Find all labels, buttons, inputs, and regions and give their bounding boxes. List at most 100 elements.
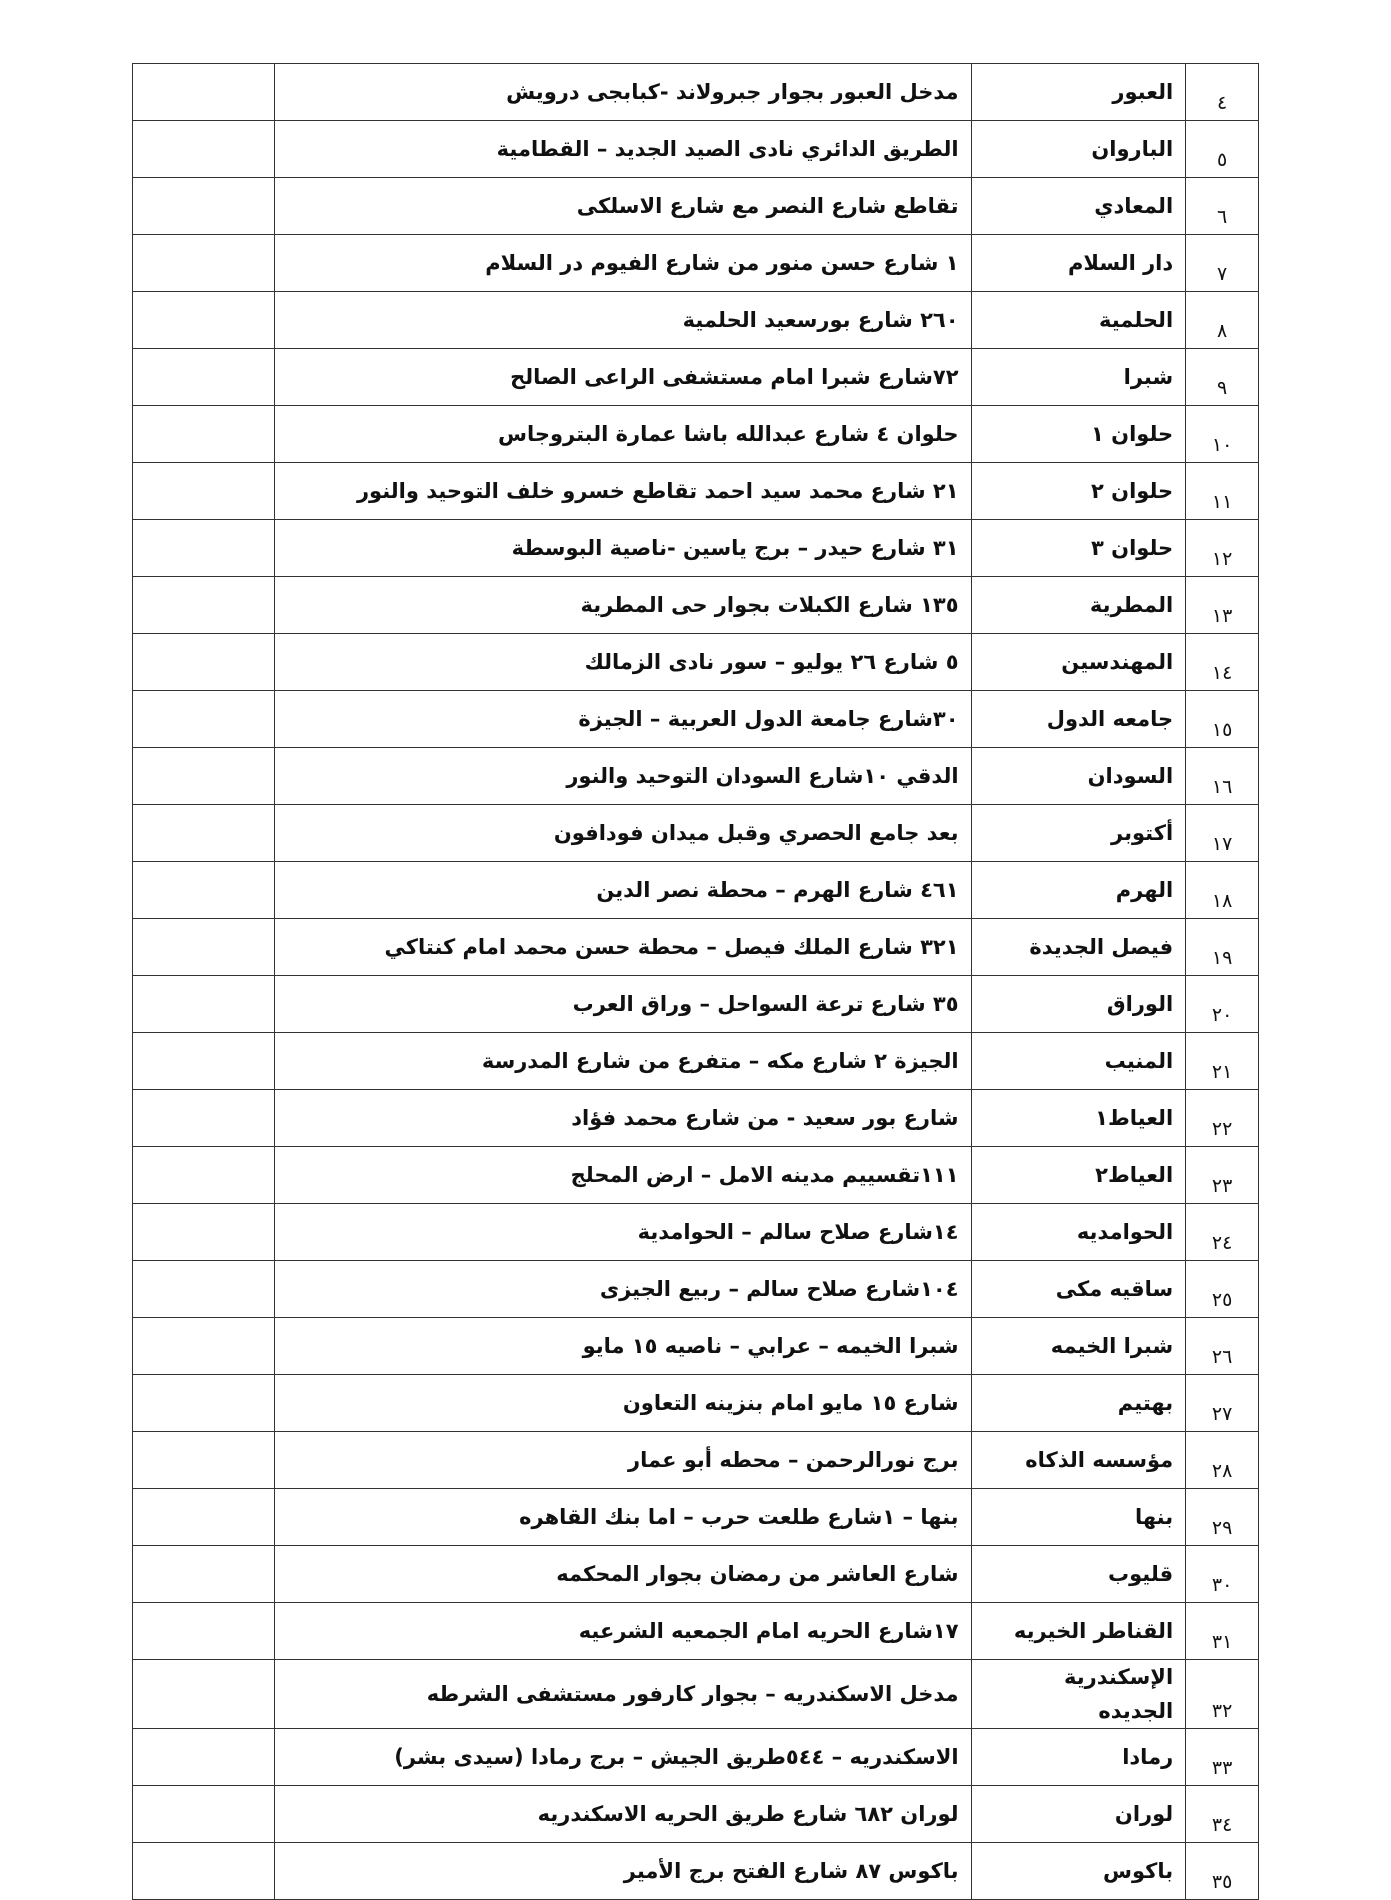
row-number: ٢٠	[1185, 975, 1259, 1033]
branch-address: ١٣٥ شارع الكبلات بجوار حى المطرية	[274, 576, 972, 634]
table-row: ٣٥ باكوس باكوس ٨٧ شارع الفتح برج الأمير	[131, 1842, 1259, 1900]
branch-name: القناطر الخيريه	[970, 1602, 1187, 1660]
branch-address: باكوس ٨٧ شارع الفتح برج الأمير	[274, 1842, 972, 1900]
branch-address: مدخل العبور بجوار جبرولاند -كبابجى درويش	[274, 63, 972, 121]
branch-name: رمادا	[970, 1728, 1187, 1786]
branch-address: شارع بور سعيد - من شارع محمد فؤاد	[274, 1089, 972, 1147]
table-row: ١١ حلوان ٢ ٢١ شارع محمد سيد احمد تقاطع خسر…	[131, 462, 1259, 520]
row-number: ٢٦	[1185, 1317, 1259, 1375]
empty-cell	[131, 1602, 276, 1660]
empty-cell	[131, 63, 276, 121]
empty-cell	[131, 405, 276, 463]
branch-name: جامعه الدول	[970, 690, 1187, 748]
empty-cell	[131, 633, 276, 691]
row-number: ١٨	[1185, 861, 1259, 919]
row-number: ٣٠	[1185, 1545, 1259, 1603]
branch-name: المطرية	[970, 576, 1187, 634]
table-row: ٩ شبرا ٧٢شارع شبرا امام مستشفى الراعى الصا…	[131, 348, 1259, 406]
branch-address: برج نورالرحمن – محطه أبو عمار	[274, 1431, 972, 1489]
table-row: ٢٩ بنها بنها – ١شارع طلعت حرب – اما بنك ال…	[131, 1488, 1259, 1546]
branch-name: الحوامديه	[970, 1203, 1187, 1261]
branch-name: حلوان ١	[970, 405, 1187, 463]
branch-table: ٤ العبور مدخل العبور بجوار جبرولاند -كبابج…	[131, 63, 1259, 1900]
branch-name: العياط١	[970, 1089, 1187, 1147]
empty-cell	[131, 1032, 276, 1090]
branch-address: بعد جامع الحصري وقبل ميدان فودافون	[274, 804, 972, 862]
empty-cell	[131, 1728, 276, 1786]
row-number: ٣٤	[1185, 1785, 1259, 1843]
table-row: ١٧ أكتوبر بعد جامع الحصري وقبل ميدان فوداف…	[131, 804, 1259, 862]
table-row: ٨ الحلمية ٢٦٠ شارع بورسعيد الحلمية	[131, 291, 1259, 349]
empty-cell	[131, 1089, 276, 1147]
empty-cell	[131, 747, 276, 805]
row-number: ٩	[1185, 348, 1259, 406]
branch-name: قليوب	[970, 1545, 1187, 1603]
table-row: ٢٤ الحوامديه ١٤شارع صلاح سالم – الحوامدية	[131, 1203, 1259, 1261]
branch-address: ١٤شارع صلاح سالم – الحوامدية	[274, 1203, 972, 1261]
branch-address: ٧٢شارع شبرا امام مستشفى الراعى الصالح	[274, 348, 972, 406]
empty-cell	[131, 1374, 276, 1432]
table-row: ١٦ السودان الدقي ١٠شارع السودان التوحيد وا…	[131, 747, 1259, 805]
branch-address: ١١١تقسييم مدينه الامل – ارض المحلج	[274, 1146, 972, 1204]
table-row: ٣٤ لوران لوران ٦٨٢ شارع طريق الحريه الاسكن…	[131, 1785, 1259, 1843]
empty-cell	[131, 348, 276, 406]
empty-cell	[131, 576, 276, 634]
row-number: ٣٣	[1185, 1728, 1259, 1786]
row-number: ٢٥	[1185, 1260, 1259, 1318]
row-number: ٢٤	[1185, 1203, 1259, 1261]
branch-address: بنها – ١شارع طلعت حرب – اما بنك القاهره	[274, 1488, 972, 1546]
row-number: ٥	[1185, 120, 1259, 178]
empty-cell	[131, 804, 276, 862]
branch-address: ٣٢١ شارع الملك فيصل – محطة حسن محمد امام…	[274, 918, 972, 976]
row-number: ٢٧	[1185, 1374, 1259, 1432]
branch-address: ١٠٤شارع صلاح سالم – ربيع الجيزى	[274, 1260, 972, 1318]
branch-name: حلوان ٢	[970, 462, 1187, 520]
branch-name: أكتوبر	[970, 804, 1187, 862]
row-number: ٤	[1185, 63, 1259, 121]
branch-address: الاسكندريه – ٥٤٤طريق الجيش – برج رمادا (…	[274, 1728, 972, 1786]
branch-name: مؤسسه الذكاه	[970, 1431, 1187, 1489]
empty-cell	[131, 291, 276, 349]
branch-address: شبرا الخيمه – عرابي – ناصيه ١٥ مايو	[274, 1317, 972, 1375]
branch-name: دار السلام	[970, 234, 1187, 292]
branch-name: الهرم	[970, 861, 1187, 919]
branch-name: لوران	[970, 1785, 1187, 1843]
page: ٤ العبور مدخل العبور بجوار جبرولاند -كبابج…	[131, 63, 1259, 1900]
table-row: ٢٣ العياط٢ ١١١تقسييم مدينه الامل – ارض الم…	[131, 1146, 1259, 1204]
empty-cell	[131, 1431, 276, 1489]
table-row: ٢٥ ساقيه مكى ١٠٤شارع صلاح سالم – ربيع الجي…	[131, 1260, 1259, 1318]
table-row: ١٢ حلوان ٣ ٣١ شارع حيدر – برج ياسين -ناصية…	[131, 519, 1259, 577]
empty-cell	[131, 861, 276, 919]
row-number: ٢٢	[1185, 1089, 1259, 1147]
empty-cell	[131, 1842, 276, 1900]
branch-address: لوران ٦٨٢ شارع طريق الحريه الاسكندريه	[274, 1785, 972, 1843]
branch-address: شارع ١٥ مايو امام بنزينه التعاون	[274, 1374, 972, 1432]
branch-address: ٥ شارع ٢٦ يوليو – سور نادى الزمالك	[274, 633, 972, 691]
branch-name: العبور	[970, 63, 1187, 121]
empty-cell	[131, 1146, 276, 1204]
row-number: ١٣	[1185, 576, 1259, 634]
row-number: ٧	[1185, 234, 1259, 292]
empty-cell	[131, 234, 276, 292]
table-row: ١٩ فيصل الجديدة ٣٢١ شارع الملك فيصل – محطة…	[131, 918, 1259, 976]
empty-cell	[131, 1203, 276, 1261]
branch-name: بهتيم	[970, 1374, 1187, 1432]
branch-name: العياط٢	[970, 1146, 1187, 1204]
table-row: ٢٨ مؤسسه الذكاه برج نورالرحمن – محطه أبو ع…	[131, 1431, 1259, 1489]
row-number: ١٩	[1185, 918, 1259, 976]
branch-address: حلوان ٤ شارع عبدالله باشا عمارة البتروجا…	[274, 405, 972, 463]
row-number: ١٧	[1185, 804, 1259, 862]
row-number: ٣٥	[1185, 1842, 1259, 1900]
branch-address: ٣١ شارع حيدر – برج ياسين -ناصية البوسطة	[274, 519, 972, 577]
row-number: ١٠	[1185, 405, 1259, 463]
row-number: ١٢	[1185, 519, 1259, 577]
row-number: ١١	[1185, 462, 1259, 520]
table-row: ١٠ حلوان ١ حلوان ٤ شارع عبدالله باشا عمارة…	[131, 405, 1259, 463]
empty-cell	[131, 975, 276, 1033]
table-row: ٢٢ العياط١ شارع بور سعيد - من شارع محمد فؤ…	[131, 1089, 1259, 1147]
table-row: ٢١ المنيب الجيزة ٢ شارع مكه – متفرع من شار…	[131, 1032, 1259, 1090]
table-row: ٢٠ الوراق ٣٥ شارع ترعة السواحل – وراق العر…	[131, 975, 1259, 1033]
branch-name: باكوس	[970, 1842, 1187, 1900]
row-number: ١٥	[1185, 690, 1259, 748]
empty-cell	[131, 1317, 276, 1375]
